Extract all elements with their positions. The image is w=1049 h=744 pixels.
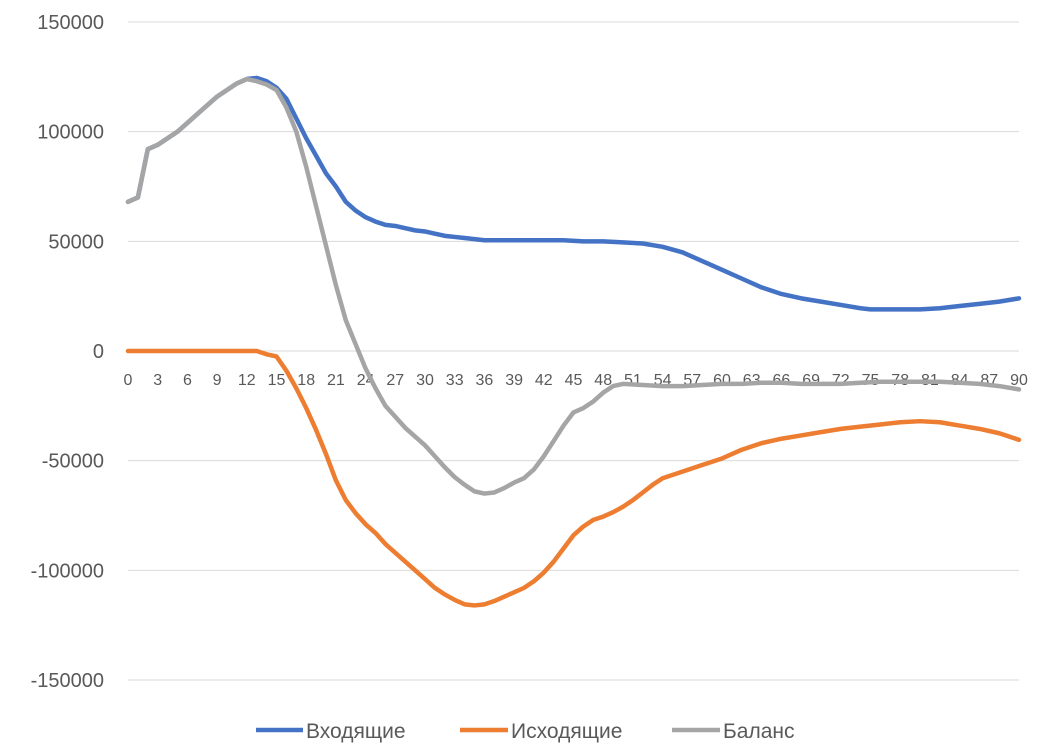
y-tick-label: 50000	[48, 231, 104, 253]
y-tick-label: 150000	[37, 12, 104, 34]
y-tick-label: 100000	[37, 122, 104, 144]
legend: Входящие Исходящие Баланс	[256, 720, 795, 743]
x-tick-label: 3	[153, 372, 162, 389]
x-tick-label: 69	[802, 372, 820, 389]
x-tick-label: 63	[743, 372, 761, 389]
legend-label: Баланс	[723, 720, 795, 743]
x-tick-label: 0	[124, 372, 133, 389]
series-line-3	[125, 76, 1022, 496]
y-tick-label: -100000	[31, 560, 104, 582]
x-tick-label: 39	[505, 372, 523, 389]
y-axis-labels: 150000 100000 50000 0 -50000 -100000 -150000	[31, 12, 104, 692]
x-tick-label: 6	[183, 372, 192, 389]
x-tick-label: 33	[446, 372, 464, 389]
x-tick-label: 9	[213, 372, 222, 389]
x-tick-label: 42	[535, 372, 553, 389]
x-tick-label: 18	[297, 372, 315, 389]
x-tick-label: 27	[386, 372, 404, 389]
x-tick-label: 45	[565, 372, 583, 389]
series-line-1	[125, 75, 1022, 312]
x-tick-label: 90	[1010, 372, 1028, 389]
y-tick-label: 0	[93, 341, 104, 363]
y-tick-label: -50000	[42, 451, 104, 473]
legend-label: Исходящие	[511, 720, 622, 743]
x-tick-label: 12	[238, 372, 256, 389]
legend-label: Входящие	[306, 720, 406, 743]
series-line-2	[125, 348, 1022, 608]
x-tick-label: 72	[832, 372, 850, 389]
x-tick-label: 30	[416, 372, 434, 389]
x-tick-label: 21	[327, 372, 345, 389]
series-lines	[125, 75, 1022, 608]
x-tick-label: 66	[773, 372, 791, 389]
y-tick-label: -150000	[31, 670, 104, 692]
x-tick-label: 48	[594, 372, 612, 389]
x-tick-label: 15	[268, 372, 286, 389]
x-tick-label: 36	[476, 372, 494, 389]
